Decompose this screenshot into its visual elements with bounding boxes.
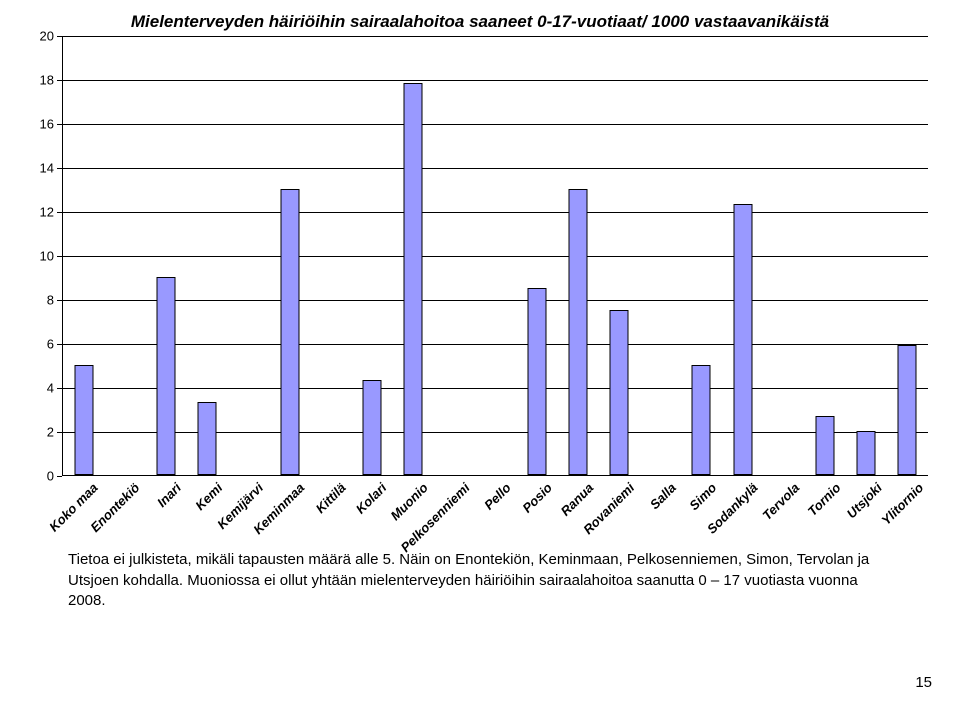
- y-axis-label: 4: [28, 381, 54, 396]
- bar-slot: [393, 36, 434, 475]
- bar-slot: [187, 36, 228, 475]
- page: Mielenterveyden häiriöihin sairaalahoito…: [0, 0, 960, 705]
- x-label-slot: Tervola: [763, 476, 804, 536]
- x-label-slot: Salla: [639, 476, 680, 536]
- y-axis-label: 20: [28, 29, 54, 44]
- x-label-slot: Ylitornio: [887, 476, 928, 536]
- bar: [404, 83, 423, 475]
- bar-chart: 02468101214161820 Koko maaEnontekiöInari…: [28, 36, 932, 536]
- y-axis-label: 16: [28, 117, 54, 132]
- bar-slot: [598, 36, 639, 475]
- y-axis-label: 6: [28, 337, 54, 352]
- x-label-slot: Tornio: [804, 476, 845, 536]
- bar: [362, 380, 381, 475]
- bar: [692, 365, 711, 475]
- bar: [898, 345, 917, 475]
- bar-slot: [804, 36, 845, 475]
- y-axis-label: 10: [28, 249, 54, 264]
- bar: [610, 310, 629, 475]
- plot-area: [62, 36, 928, 476]
- bar-slot: [846, 36, 887, 475]
- bar-slot: [557, 36, 598, 475]
- bar-slot: [269, 36, 310, 475]
- bar-slot: [516, 36, 557, 475]
- x-label-slot: Inari: [144, 476, 185, 536]
- x-label-slot: Keminmaa: [268, 476, 309, 536]
- bar-slot: [681, 36, 722, 475]
- bar: [815, 416, 834, 475]
- x-label-slot: Pello: [474, 476, 515, 536]
- x-label-slot: Kittilä: [309, 476, 350, 536]
- y-axis-label: 12: [28, 205, 54, 220]
- bar-slot: [887, 36, 928, 475]
- x-axis-label: Inari: [154, 480, 184, 510]
- y-axis-label: 18: [28, 73, 54, 88]
- bar: [280, 189, 299, 475]
- x-label-slot: Enontekiö: [103, 476, 144, 536]
- x-label-slot: Pelkosenniemi: [433, 476, 474, 536]
- bar: [156, 277, 175, 475]
- x-label-slot: Rovaniemi: [598, 476, 639, 536]
- bar-slot: [104, 36, 145, 475]
- x-axis-label: Ranua: [557, 480, 596, 519]
- bar: [74, 365, 93, 475]
- x-axis-labels: Koko maaEnontekiöInariKemiKemijärviKemin…: [62, 476, 928, 536]
- bar: [198, 402, 217, 475]
- x-label-slot: Sodankylä: [722, 476, 763, 536]
- bar-slot: [763, 36, 804, 475]
- bar: [733, 204, 752, 475]
- x-axis-label: Kolari: [353, 480, 390, 517]
- y-axis-label: 8: [28, 293, 54, 308]
- bar: [568, 189, 587, 475]
- x-axis-label: Kittilä: [312, 480, 348, 516]
- x-axis-label: Simo: [687, 480, 720, 513]
- bar: [857, 431, 876, 475]
- bar-slot: [310, 36, 351, 475]
- bar-slot: [434, 36, 475, 475]
- bars: [63, 36, 928, 475]
- bar-slot: [640, 36, 681, 475]
- bar-slot: [145, 36, 186, 475]
- page-number: 15: [915, 674, 932, 691]
- x-axis-label: Kemi: [192, 480, 225, 513]
- x-axis-label: Posio: [519, 480, 555, 516]
- bar-slot: [722, 36, 763, 475]
- x-axis-label: Tervola: [759, 480, 802, 523]
- x-axis-label: Utsjoki: [843, 480, 884, 521]
- y-axis-label: 14: [28, 161, 54, 176]
- x-label-slot: Utsjoki: [845, 476, 886, 536]
- x-axis-label: Pello: [481, 480, 514, 513]
- caption-text: Tietoa ei julkisteta, mikäli tapausten m…: [68, 550, 892, 612]
- bar-slot: [351, 36, 392, 475]
- chart-title: Mielenterveyden häiriöihin sairaalahoito…: [28, 12, 932, 32]
- y-axis-label: 0: [28, 469, 54, 484]
- x-label-slot: Kolari: [351, 476, 392, 536]
- y-axis-label: 2: [28, 425, 54, 440]
- x-axis-label: Tornio: [805, 480, 844, 519]
- bar-slot: [475, 36, 516, 475]
- bar-slot: [63, 36, 104, 475]
- bar-slot: [228, 36, 269, 475]
- x-axis-label: Salla: [646, 480, 678, 512]
- x-label-slot: Posio: [516, 476, 557, 536]
- bar: [527, 288, 546, 475]
